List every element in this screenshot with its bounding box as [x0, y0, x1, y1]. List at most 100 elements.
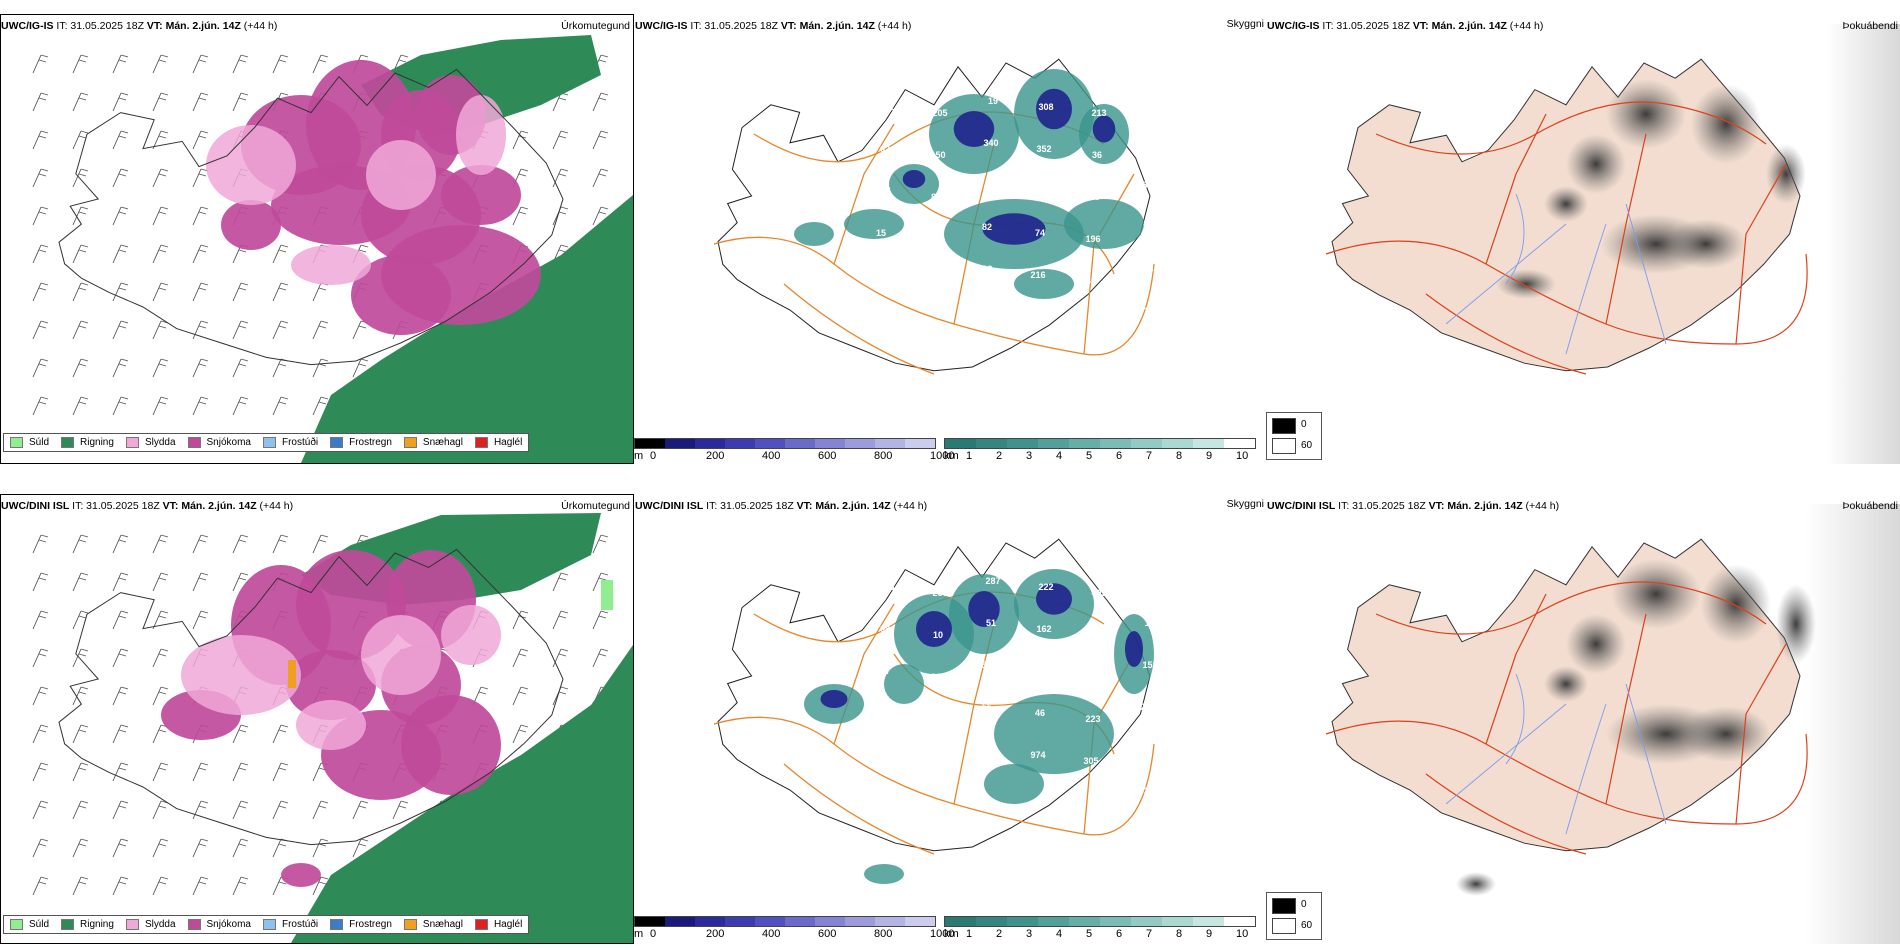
- panel-title: UWC/IG-IS IT: 31.05.2025 18Z VT: Mán. 2.…: [1, 20, 278, 32]
- ceiling-value: 675: [1144, 138, 1159, 148]
- ceiling-value: 207: [1138, 744, 1153, 754]
- ceiling-value: 152: [1142, 660, 1157, 670]
- legend-label: Snæhagl: [422, 919, 463, 930]
- visibility-colorbar-strip: [944, 438, 1256, 449]
- legend-swatch: [474, 437, 488, 448]
- colorbar-tick: 7: [1146, 450, 1153, 462]
- road: [783, 283, 935, 375]
- wind-barb: [72, 800, 89, 820]
- low-ceiling-blob: [953, 111, 995, 147]
- wind-barb: [72, 648, 89, 668]
- fog-blob: [1496, 269, 1556, 299]
- precip-type-map: [0, 14, 634, 464]
- wind-barb: [32, 396, 49, 416]
- panel-title: UWC/DINI ISL IT: 31.05.2025 18Z VT: Mán.…: [1267, 500, 1560, 512]
- legend-label: Frostúði: [281, 437, 319, 448]
- colorbar-tick: 7: [1146, 928, 1153, 940]
- colorbar-bin: [1162, 439, 1193, 448]
- wind-barb: [152, 838, 169, 858]
- ceiling-value: 974: [1030, 750, 1045, 760]
- wind-barb: [272, 396, 289, 416]
- precip-snow-areas: [206, 60, 541, 335]
- legend-swatch: [10, 919, 23, 930]
- wind-barb: [272, 282, 289, 302]
- wind-barb: [32, 838, 49, 858]
- road: [1605, 613, 1647, 805]
- precip-legend-item: Frostregn: [330, 919, 392, 930]
- road: [713, 236, 1155, 356]
- legend-label: Snjókoma: [206, 919, 251, 930]
- ceiling-value: 222: [1038, 582, 1053, 592]
- wind-barb: [512, 724, 529, 744]
- wind-barb: [552, 648, 569, 668]
- colorbar-tick: 6: [1116, 450, 1123, 462]
- wind-barb: [592, 534, 609, 554]
- road: [1735, 163, 1787, 345]
- road: [783, 763, 935, 855]
- river: [1505, 673, 1525, 765]
- colorbar-tick: 5: [1086, 928, 1093, 940]
- legend-label: Slydda: [144, 437, 176, 448]
- wind-barb: [232, 876, 249, 896]
- river: [1445, 703, 1567, 805]
- ceiling-value: 198: [826, 576, 841, 586]
- colorbar-tick: 400: [762, 450, 781, 462]
- colorbar-bin: [755, 439, 785, 448]
- colorbar-tick: 200: [706, 450, 725, 462]
- road: [1735, 643, 1787, 825]
- wind-barb: [192, 244, 209, 264]
- precip-legend-item: Snæhagl: [403, 919, 463, 930]
- wind-barb: [72, 838, 89, 858]
- precip-legend-item: Súld: [10, 919, 49, 930]
- wind-barb: [392, 800, 409, 820]
- river: [1505, 193, 1525, 285]
- ceiling-value: 213: [1091, 108, 1106, 118]
- legend-label: Haglél: [493, 437, 523, 448]
- ceiling-colorbar-strip: [634, 916, 936, 927]
- legend-label: Snjókoma: [206, 437, 251, 448]
- precip-legend: Súld Rigning Slydda Snjókoma Frostúði Frostre…: [3, 915, 530, 934]
- colorbar-bin: [1038, 439, 1069, 448]
- wind-barb: [152, 610, 169, 630]
- legend-label: Súld: [29, 919, 50, 930]
- ceiling-value: 213: [1087, 672, 1102, 682]
- ceiling-value: 92: [872, 312, 882, 322]
- ceiling-value: 308: [1038, 102, 1053, 112]
- fog-blob: [1701, 564, 1771, 644]
- wind-barb: [192, 762, 209, 782]
- snow-blob: [281, 863, 321, 887]
- wind-barb: [272, 534, 289, 554]
- ceiling-colorbar-strip: [634, 438, 936, 449]
- ceiling-value: 287: [985, 576, 1000, 586]
- precip-type-map: [0, 494, 634, 944]
- ceiling-value: 74: [1035, 228, 1045, 238]
- legend-label: Rigning: [80, 919, 114, 930]
- visibility-colorbar-strip: [944, 916, 1256, 927]
- ceiling-value: 182: [879, 102, 894, 112]
- wind-barb: [232, 282, 249, 302]
- panel-parameter-label: Skyggni: [1226, 18, 1264, 30]
- wind-barb: [112, 572, 129, 592]
- colorbar-tick: 4: [1056, 450, 1063, 462]
- wind-barb: [192, 320, 209, 340]
- colorbar-bin: [1007, 917, 1038, 926]
- colorbar-tick: 1000: [930, 928, 955, 940]
- river: [1565, 703, 1607, 835]
- colorbar-unit: m: [634, 928, 644, 940]
- colorbar-unit: km: [944, 450, 959, 462]
- wind-barb: [112, 838, 129, 858]
- low-ceiling-blob: [1036, 583, 1072, 615]
- low-ceiling-blob: [916, 611, 952, 647]
- wind-barb: [72, 572, 89, 592]
- legend-label: Frostúði: [281, 919, 319, 930]
- visibility-areas: [804, 569, 1154, 884]
- wind-barb: [192, 130, 209, 150]
- visibility-blob: [844, 209, 904, 239]
- wind-barb: [592, 610, 609, 630]
- wind-barb: [192, 800, 209, 820]
- ceiling-value: 86: [1037, 666, 1047, 676]
- ceiling-value: 76: [1037, 186, 1047, 196]
- wind-barb: [312, 396, 329, 416]
- colorbar-tick: 3: [1026, 450, 1033, 462]
- ceiling-value: 10: [933, 630, 943, 640]
